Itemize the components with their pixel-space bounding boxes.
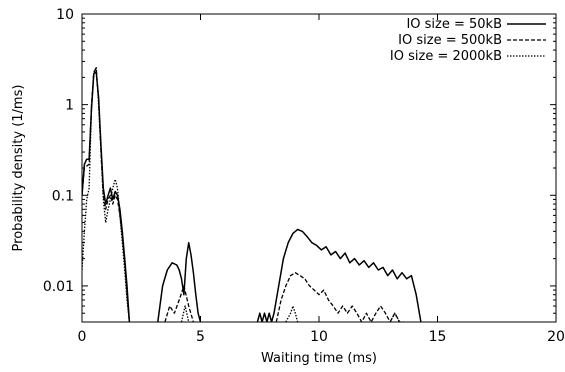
legend-label: IO size = 50kB (406, 17, 502, 32)
y-tick-label: 1 (65, 98, 74, 114)
axis-ticks (81, 13, 557, 323)
y-tick-label: 10 (56, 7, 74, 23)
series-line-3 (285, 305, 299, 322)
series-line-1 (157, 241, 202, 322)
series-line-3 (180, 305, 190, 322)
series-line-3 (82, 66, 131, 322)
y-tick-label: 0.01 (43, 279, 74, 295)
x-tick-label: 5 (196, 329, 205, 345)
series-line-1 (256, 228, 422, 322)
legend-label: IO size = 2000kB (390, 49, 502, 64)
axis-tick-labels: 0 5 10 15 20 0.01 0.1 1 10 (43, 7, 565, 345)
x-axis-label: Waiting time (ms) (261, 351, 377, 366)
series-line-2 (82, 67, 131, 322)
series-layer (82, 66, 422, 322)
series-line-1 (82, 71, 131, 322)
legend-label: IO size = 500kB (398, 33, 502, 48)
x-tick-label: 10 (310, 329, 328, 345)
y-axis-label: Probability density (1/ms) (11, 85, 26, 252)
x-tick-label: 15 (429, 329, 447, 345)
series-line-2 (164, 285, 195, 322)
x-tick-label: 20 (547, 329, 565, 345)
series-line-2 (275, 272, 405, 322)
y-tick-label: 0.1 (52, 188, 74, 204)
series-line-3 (389, 312, 401, 322)
x-tick-label: 0 (78, 329, 87, 345)
